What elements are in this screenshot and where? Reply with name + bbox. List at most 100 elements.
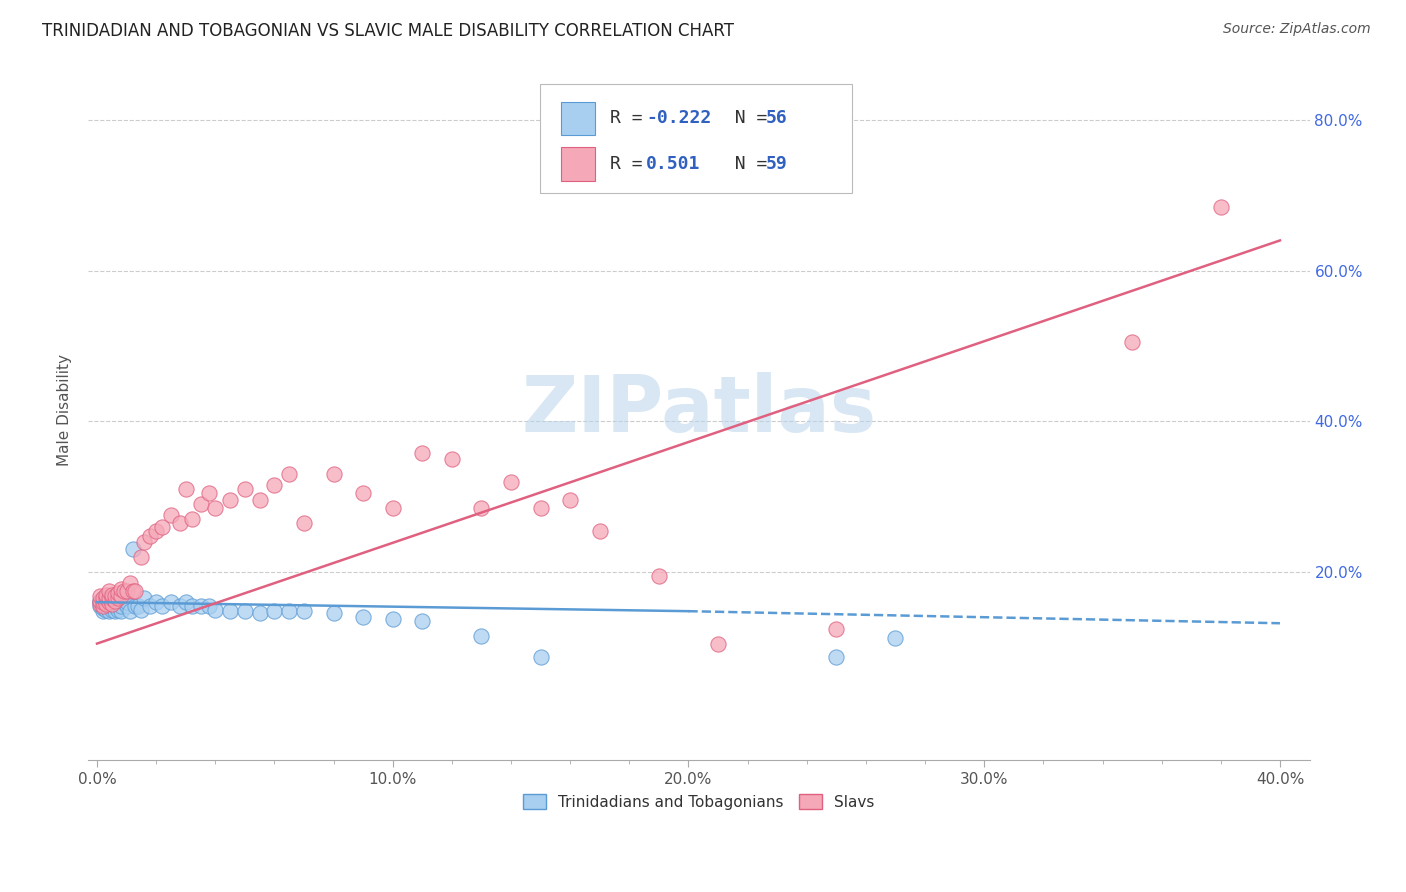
Point [115, 599, 138, 613]
Point [94, 602, 117, 616]
Point [198, 486, 221, 500]
Point [101, 602, 124, 616]
Point [131, 602, 153, 616]
Point [233, 482, 256, 496]
Text: Source: ZipAtlas.com: Source: ZipAtlas.com [1223, 22, 1371, 37]
Point [104, 593, 127, 607]
Point [440, 452, 463, 467]
Point [97, 583, 120, 598]
Text: 59: 59 [766, 155, 787, 173]
Text: R =: R = [610, 110, 654, 128]
Point [91, 601, 114, 615]
Point [381, 612, 404, 626]
Point [104, 599, 127, 613]
Point [94, 591, 117, 606]
Point [118, 604, 141, 618]
FancyBboxPatch shape [561, 147, 595, 181]
Point [134, 591, 156, 606]
Point [101, 595, 124, 609]
Point [169, 516, 191, 530]
Point [110, 582, 132, 596]
Point [97, 595, 120, 609]
Point [94, 591, 117, 606]
Point [263, 604, 285, 618]
Point [884, 632, 907, 646]
Point [124, 599, 146, 613]
Point [411, 614, 433, 628]
Point [530, 500, 553, 515]
Point [112, 595, 135, 609]
Point [150, 520, 173, 534]
Point [89, 593, 111, 607]
Point [292, 604, 315, 618]
Point [190, 599, 212, 613]
Point [825, 622, 848, 636]
Point [145, 595, 167, 609]
Point [278, 604, 301, 618]
Point [107, 602, 129, 616]
Point [97, 604, 120, 618]
Point [91, 591, 114, 606]
Point [198, 599, 221, 613]
Point [190, 497, 212, 511]
Point [219, 493, 242, 508]
Point [499, 475, 522, 489]
Point [110, 599, 132, 613]
Text: N =: N = [713, 155, 779, 173]
Point [204, 602, 226, 616]
Point [145, 524, 167, 538]
Point [94, 595, 117, 609]
Point [94, 588, 117, 602]
Point [160, 595, 183, 609]
FancyBboxPatch shape [540, 84, 852, 193]
Point [131, 549, 153, 564]
Point [180, 512, 202, 526]
Point [560, 493, 582, 508]
Point [107, 591, 129, 606]
Point [112, 583, 135, 598]
Point [174, 595, 197, 609]
Point [94, 597, 117, 611]
Point [263, 478, 285, 492]
Point [91, 593, 114, 607]
Point [110, 604, 132, 618]
Text: -0.222: -0.222 [647, 110, 711, 128]
Point [470, 629, 492, 643]
Point [352, 610, 374, 624]
Point [180, 599, 202, 613]
Point [89, 597, 111, 611]
Point [101, 597, 124, 611]
Point [150, 599, 173, 613]
Point [97, 595, 120, 609]
Point [249, 493, 271, 508]
Point [470, 500, 492, 515]
Point [91, 597, 114, 611]
Point [89, 589, 111, 603]
Point [352, 486, 374, 500]
Legend: Trinidadians and Tobagonians, Slavs: Trinidadians and Tobagonians, Slavs [517, 788, 880, 816]
Y-axis label: Male Disability: Male Disability [58, 354, 72, 466]
Point [89, 599, 111, 613]
FancyBboxPatch shape [561, 102, 595, 136]
Point [91, 599, 114, 613]
Point [249, 607, 271, 621]
Point [118, 576, 141, 591]
Point [233, 604, 256, 618]
Text: ZIPatlas: ZIPatlas [522, 372, 876, 448]
Point [101, 591, 124, 606]
Point [160, 508, 183, 523]
Point [278, 467, 301, 481]
Point [107, 597, 129, 611]
Point [169, 599, 191, 613]
Point [139, 599, 162, 613]
Point [115, 595, 138, 609]
Point [89, 593, 111, 607]
Point [174, 482, 197, 496]
Point [104, 589, 127, 603]
Point [91, 604, 114, 618]
Point [825, 650, 848, 665]
Point [89, 595, 111, 609]
Point [530, 650, 553, 665]
Point [127, 599, 149, 613]
Point [1121, 335, 1143, 350]
